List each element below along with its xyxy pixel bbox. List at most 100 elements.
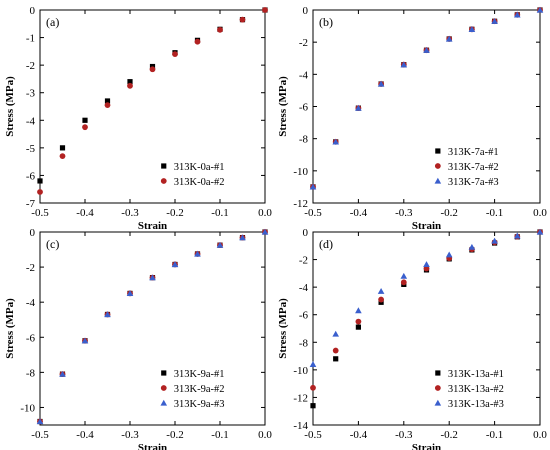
panel-label: (c) [46, 237, 59, 251]
panel-label: (a) [46, 15, 59, 29]
x-tick-label: -0.3 [395, 207, 413, 219]
data-point [400, 272, 408, 279]
chart-panel: -0.5 -0.4 -0.3 -0.2 -0.1 0.0 -12 -10 -8 -6 -4 -2 0 St… [277, 5, 547, 232]
legend-marker [435, 148, 441, 154]
data-point [491, 17, 498, 24]
data-point [310, 384, 316, 391]
y-tick-label: -6 [26, 170, 36, 182]
y-tick-label: -10 [20, 402, 35, 414]
data-point [400, 61, 408, 68]
legend-marker [435, 370, 441, 376]
x-tick-label: -0.4 [350, 429, 368, 441]
y-tick-label: 0 [303, 227, 309, 239]
legend-marker [160, 385, 167, 391]
y-tick-label: 0 [30, 5, 36, 17]
y-axis-label: Stress (MPa) [277, 298, 289, 359]
data-point [445, 35, 453, 42]
chart-panel: -0.5 -0.4 -0.3 -0.2 -0.1 0.0 -10 -8 -6 -4 -2 0 Strai… [4, 227, 272, 450]
data-series [309, 228, 544, 367]
x-axis-label: Strain [138, 442, 167, 450]
y-tick-label: -4 [299, 282, 309, 294]
data-series [310, 229, 543, 409]
data-point [309, 361, 317, 367]
y-tick-label: -2 [26, 60, 35, 72]
data-point [194, 250, 201, 257]
data-point [82, 124, 88, 131]
legend-label: 313K-9a-#1 [174, 369, 225, 380]
data-point [355, 324, 361, 330]
plot-frame [312, 9, 541, 204]
data-point [355, 104, 362, 111]
data-point [332, 330, 339, 337]
y-tick-label: -7 [26, 198, 36, 210]
data-point [127, 82, 133, 89]
chart-panel: -0.5 -0.4 -0.3 -0.2 -0.1 0.0 -7 -6 -5 -4 -3 -2 -1 0 St… [4, 5, 272, 232]
data-point [332, 347, 339, 354]
data-point [127, 79, 133, 85]
data-point [423, 265, 430, 272]
data-point [377, 287, 385, 294]
y-tick-label: -5 [26, 143, 36, 155]
legend-marker [161, 163, 167, 169]
data-series [37, 229, 268, 425]
data-point [355, 318, 362, 325]
legend-marker [434, 385, 441, 391]
x-tick-label: -0.5 [304, 429, 322, 441]
data-point [239, 16, 246, 23]
data-point [239, 234, 246, 241]
chart-panel: -0.5 -0.4 -0.3 -0.2 -0.1 0.0 -14 -12 -10 -8 -6 -4 -2… [277, 227, 547, 450]
y-tick-label: 0 [30, 227, 36, 239]
x-axis-label: Strain [412, 442, 441, 450]
data-point [514, 232, 521, 239]
x-tick-label: -0.3 [395, 429, 413, 441]
data-point [514, 11, 521, 18]
legend-marker [160, 399, 168, 406]
data-series [309, 6, 544, 190]
data-point [126, 290, 134, 297]
data-series [310, 7, 543, 190]
y-tick-label: -10 [293, 166, 308, 178]
data-point [37, 189, 43, 195]
x-tick-label: -0.5 [304, 207, 322, 219]
x-tick-label: -0.1 [486, 207, 503, 219]
y-tick-label: -10 [293, 365, 308, 377]
legend-marker [434, 163, 441, 169]
x-tick-label: -0.4 [76, 429, 94, 441]
x-tick-label: 0.0 [533, 207, 547, 219]
data-point [445, 251, 453, 258]
data-point [59, 145, 66, 151]
x-axis-label: Strain [138, 220, 167, 232]
x-tick-label: -0.4 [350, 207, 368, 219]
legend-marker [434, 177, 442, 184]
data-point [491, 237, 498, 244]
legend-label: 313K-13a-#2 [448, 384, 504, 395]
data-point [59, 370, 66, 377]
legend-label: 313K-0a-#2 [174, 177, 225, 188]
data-point [536, 228, 544, 235]
y-tick-label: -8 [26, 367, 36, 379]
x-tick-label: -0.5 [31, 429, 49, 441]
panel-label: (b) [319, 15, 333, 29]
data-series [310, 7, 543, 190]
x-axis-label: Strain [412, 220, 441, 232]
data-series [37, 7, 268, 195]
legend-label: 313K-7a-#3 [448, 177, 499, 188]
data-point [468, 243, 476, 250]
legend-label: 313K-9a-#2 [174, 384, 225, 395]
y-tick-label: -2 [299, 37, 308, 49]
data-point [36, 418, 44, 425]
data-point [468, 26, 476, 32]
x-tick-label: -0.1 [211, 429, 228, 441]
plot-frame [39, 231, 266, 426]
data-point [171, 261, 179, 268]
x-tick-label: -0.3 [121, 429, 139, 441]
data-point [104, 102, 111, 109]
data-point [262, 7, 268, 13]
x-tick-label: -0.1 [211, 207, 228, 219]
data-point [217, 26, 223, 33]
y-tick-label: 0 [303, 5, 309, 17]
data-point [309, 183, 317, 190]
data-series [310, 229, 543, 391]
y-axis-label: Stress (MPa) [277, 76, 289, 137]
data-point [172, 51, 178, 58]
